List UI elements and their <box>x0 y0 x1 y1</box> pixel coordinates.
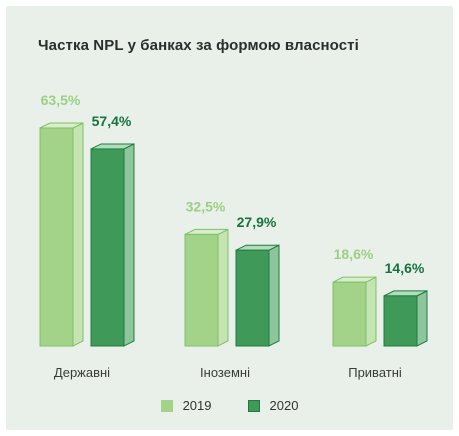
data-label-2019-1: 32,5% <box>186 198 226 214</box>
bar-2020-1 <box>235 249 270 347</box>
bar-2019-1-side <box>217 228 229 347</box>
legend-item-2020: 2020 <box>247 398 299 413</box>
bar-2019-0 <box>39 127 74 347</box>
bar-2019-2 <box>332 281 367 347</box>
bar-2019-2-side <box>365 276 377 347</box>
legend: 2019 2020 <box>0 398 459 413</box>
legend-swatch-2020 <box>247 399 260 412</box>
category-label-0: Державні <box>54 365 110 380</box>
data-label-2020-0: 57,4% <box>92 113 132 129</box>
bar-2020-0-side <box>123 143 135 347</box>
bar-2020-2-side <box>416 290 428 347</box>
bar-2020-1-side <box>268 244 280 347</box>
bar-2019-0-side <box>72 122 84 347</box>
chart-title: Частка NPL у банках за формою власності <box>38 37 359 54</box>
data-label-2019-2: 18,6% <box>334 246 374 262</box>
legend-swatch-2019 <box>160 399 173 412</box>
bar-2019-1 <box>184 233 219 347</box>
legend-label-2019: 2019 <box>182 398 212 413</box>
category-label-2: Приватні <box>348 365 402 380</box>
data-label-2020-2: 14,6% <box>385 260 425 276</box>
legend-label-2020: 2020 <box>269 398 299 413</box>
category-label-1: Іноземні <box>200 365 250 380</box>
data-label-2020-1: 27,9% <box>237 214 277 230</box>
bar-2020-0 <box>90 148 125 347</box>
bar-2020-2 <box>383 295 418 347</box>
legend-item-2019: 2019 <box>160 398 212 413</box>
data-label-2019-0: 63,5% <box>41 92 81 108</box>
